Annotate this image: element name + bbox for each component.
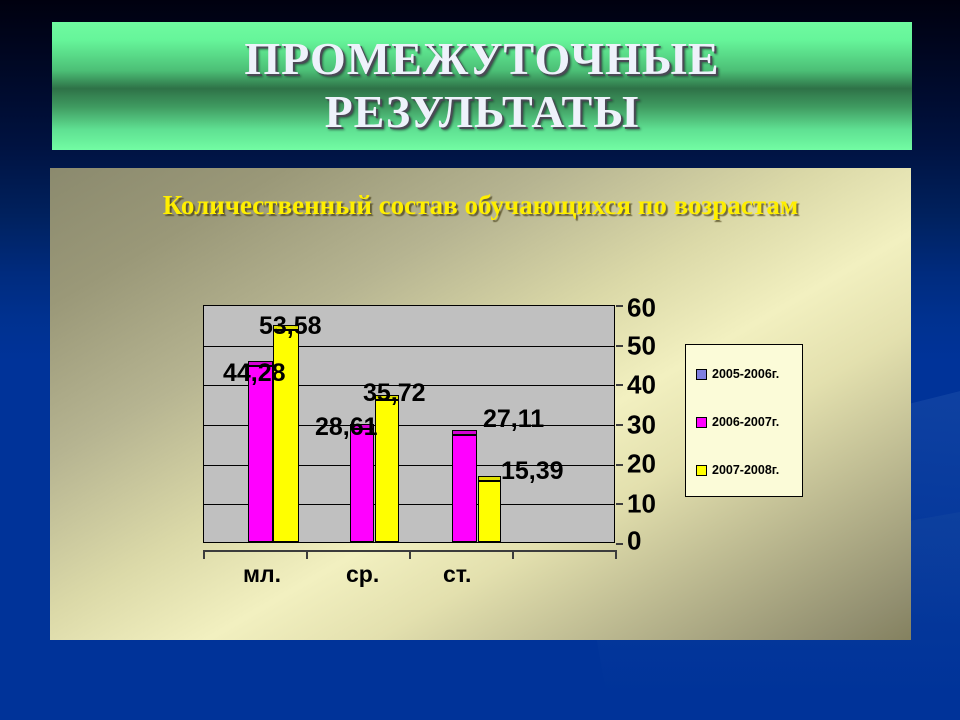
x-tick-4 bbox=[615, 550, 617, 559]
y-tick-20 bbox=[616, 463, 623, 466]
x-tick-3 bbox=[512, 550, 514, 559]
legend-swatch-icon bbox=[696, 464, 707, 476]
bar-2006-2007-st[interactable] bbox=[452, 429, 477, 542]
y-axis-label-0: 0 bbox=[627, 525, 642, 556]
legend-swatch-icon bbox=[696, 416, 707, 428]
slide-title-banner: ПРОМЕЖУТОЧНЫЕ РЕЗУЛЬТАТЫ bbox=[52, 22, 912, 150]
data-label-44-28: 44,28 bbox=[223, 359, 286, 387]
bar-2006-2007-sr[interactable] bbox=[350, 423, 374, 542]
y-axis-label-20: 20 bbox=[627, 448, 656, 479]
content-panel: Количественный состав обучающихся по воз… bbox=[50, 168, 911, 640]
slide-title-line-2: РЕЗУЛЬТАТЫ bbox=[324, 86, 640, 137]
y-tick-50 bbox=[616, 344, 623, 347]
data-label-35-72: 35,72 bbox=[363, 379, 426, 407]
bar-cap bbox=[273, 324, 299, 330]
data-label-15-39: 15,39 bbox=[501, 457, 564, 485]
chart-title: Количественный состав обучающихся по воз… bbox=[162, 190, 799, 220]
legend-label: 2006-2007г. bbox=[712, 415, 780, 429]
gridline-40 bbox=[204, 385, 614, 387]
x-tick-1 bbox=[306, 550, 308, 559]
x-axis-label-ml: мл. bbox=[243, 561, 282, 587]
chart-legend: 2005-2006г. 2006-2007г. 2007-2008г. bbox=[685, 344, 803, 497]
gridline-20 bbox=[204, 464, 614, 466]
slide-title-line-1: ПРОМЕЖУТОЧНЫЕ bbox=[244, 33, 720, 85]
legend-item-2006-2007[interactable]: 2006-2007г. bbox=[696, 415, 779, 429]
legend-label: 2007-2008г. bbox=[712, 463, 780, 477]
chart-plot-area bbox=[203, 305, 615, 543]
y-tick-10 bbox=[616, 503, 623, 506]
data-label-28-61: 28,61 bbox=[315, 413, 378, 441]
legend-label: 2005-2006г. bbox=[712, 367, 780, 381]
y-tick-30 bbox=[616, 424, 623, 426]
legend-item-2007-2008[interactable]: 2007-2008г. bbox=[696, 463, 779, 477]
chart-plot-wrapper: 44,28 53,58 28,61 35,72 27,11 15,39 60 5… bbox=[203, 293, 656, 587]
y-tick-60 bbox=[616, 305, 623, 307]
gridline-50 bbox=[204, 345, 614, 347]
legend-swatch-icon bbox=[696, 368, 707, 380]
y-axis-label-50: 50 bbox=[627, 330, 656, 361]
y-axis-label-10: 10 bbox=[627, 488, 656, 519]
y-tick-0 bbox=[616, 543, 623, 545]
y-axis-label-40: 40 bbox=[627, 369, 656, 400]
bar-2007-2008-ml[interactable] bbox=[273, 324, 299, 542]
y-axis-label-30: 30 bbox=[627, 409, 656, 440]
bar-cap bbox=[478, 476, 501, 481]
bar-cap bbox=[452, 429, 477, 435]
data-label-27-11: 27,11 bbox=[483, 405, 545, 433]
x-axis-label-st: ст. bbox=[443, 561, 472, 587]
legend-item-2005-2006[interactable]: 2005-2006г. bbox=[696, 367, 779, 381]
x-axis-label-sr: ср. bbox=[346, 561, 380, 587]
bar-cap bbox=[350, 423, 374, 429]
bar-cap bbox=[248, 361, 273, 367]
gridline-30 bbox=[204, 425, 614, 426]
bar-2006-2007-ml[interactable] bbox=[248, 361, 273, 542]
x-tick-0 bbox=[203, 550, 205, 559]
bar-cap bbox=[375, 395, 399, 401]
bar-2007-2008-sr[interactable] bbox=[375, 395, 399, 542]
y-tick-40 bbox=[616, 384, 623, 387]
gridline-10 bbox=[204, 504, 614, 506]
y-axis-label-60: 60 bbox=[627, 292, 656, 323]
bar-2007-2008-st[interactable] bbox=[478, 476, 501, 542]
x-tick-2 bbox=[409, 550, 411, 559]
data-label-53-58: 53,58 bbox=[259, 312, 322, 340]
